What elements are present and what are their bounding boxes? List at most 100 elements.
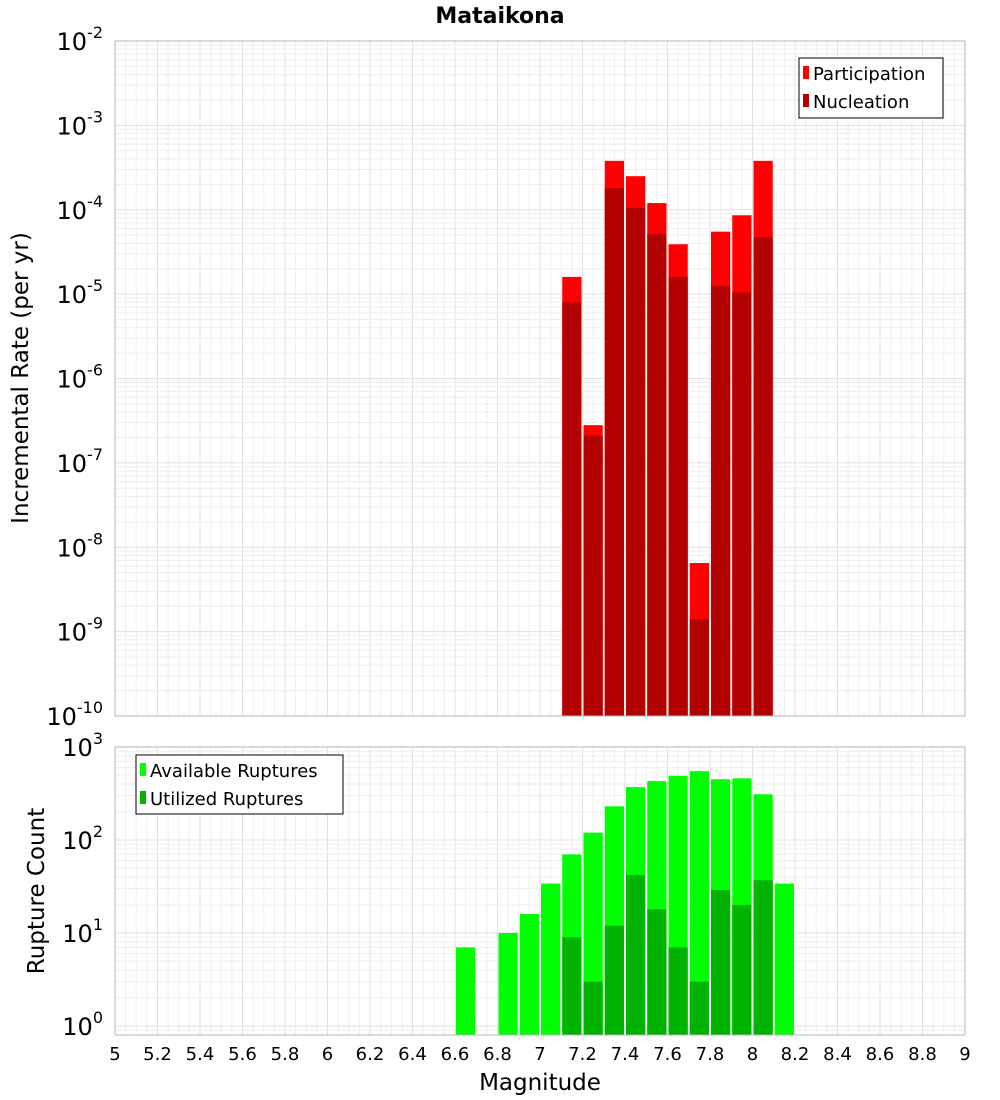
x-tick-label: 8.4 — [823, 1044, 852, 1065]
rate-y-axis-label: Incremental Rate (per yr) — [8, 232, 34, 524]
participation-legend-swatch — [803, 66, 809, 79]
rate-y-tick-base: 10 — [46, 703, 77, 731]
rate-y-tick-label: 10-7 — [57, 445, 104, 478]
x-tick-label: 6.4 — [398, 1044, 427, 1065]
rate-y-tick-base: 10 — [57, 619, 88, 647]
x-tick-label: 5.2 — [143, 1044, 172, 1065]
rate-y-tick-label: 10-2 — [57, 23, 104, 56]
count-y-tick-base: 10 — [62, 734, 93, 762]
x-tick-label: 6 — [322, 1044, 333, 1065]
rate-legend-box — [798, 57, 944, 119]
x-tick-label: 6.2 — [356, 1044, 385, 1065]
rate-y-tick-base: 10 — [57, 112, 88, 140]
available-legend-swatch — [140, 763, 146, 776]
rate-y-tick-label: 10-6 — [57, 361, 104, 394]
x-tick-label: 5.6 — [228, 1044, 257, 1065]
rate-bar-nucleation — [753, 237, 773, 716]
x-tick-label: 8.2 — [781, 1044, 810, 1065]
rate-y-tick-exponent: -6 — [87, 361, 103, 380]
count-y-axis-label: Rupture Count — [24, 808, 50, 974]
nucleation-legend-swatch — [803, 94, 809, 107]
count-y-tick-label: 100 — [62, 1008, 103, 1041]
x-tick-label: 8.6 — [866, 1044, 895, 1065]
count-y-tick-base: 10 — [62, 920, 93, 948]
rate-y-tick-label: 10-9 — [57, 614, 104, 647]
count-y-tick-label: 103 — [62, 729, 103, 762]
count-bar-utilized-ruptures — [689, 981, 709, 1035]
rate-y-tick-exponent: -3 — [87, 107, 103, 126]
rate-panel-bars — [562, 160, 773, 717]
rate-panel-grid — [114, 41, 966, 717]
rate-bar-nucleation — [668, 276, 688, 716]
rate-y-tick-label: 10-4 — [57, 192, 104, 225]
count-y-tick-base: 10 — [62, 1013, 93, 1041]
rate-y-tick-label: 10-5 — [57, 276, 104, 309]
count-bar-available-ruptures — [541, 883, 561, 1035]
x-tick-label: 8 — [747, 1044, 758, 1065]
count-bar-utilized-ruptures — [604, 925, 624, 1035]
utilized-legend-swatch — [140, 791, 146, 804]
rate-y-tick-exponent: -5 — [87, 276, 103, 295]
available-legend-label: Available Ruptures — [150, 761, 318, 782]
count-y-tick-exponent: 3 — [93, 729, 103, 748]
x-tick-label: 5.8 — [271, 1044, 300, 1065]
count-y-tick-exponent: 0 — [93, 1008, 103, 1027]
x-tick-label: 6.6 — [441, 1044, 470, 1065]
rate-panel-frame — [114, 40, 966, 717]
count-bar-available-ruptures — [689, 771, 709, 1035]
rate-y-tick-label: 10-8 — [57, 529, 104, 562]
rate-bar-nucleation — [689, 619, 709, 716]
x-tick-label: 7.2 — [568, 1044, 597, 1065]
count-bar-available-ruptures — [519, 914, 539, 1035]
count-bar-available-ruptures — [456, 947, 476, 1035]
x-tick-label: 5 — [109, 1044, 120, 1065]
rate-bar-nucleation — [604, 188, 624, 717]
count-panel-bars — [456, 771, 794, 1035]
count-legend: Available Ruptures Utilized Ruptures — [135, 754, 344, 815]
count-bar-utilized-ruptures — [562, 937, 582, 1035]
rate-bar-nucleation — [711, 285, 731, 716]
rate-bar-nucleation — [583, 435, 603, 716]
rate-y-tick-base: 10 — [57, 450, 88, 478]
x-tick-label: 7.8 — [696, 1044, 725, 1065]
x-tick-label: 9 — [959, 1044, 970, 1065]
rate-bar-nucleation — [626, 207, 646, 716]
count-panel-frame — [114, 746, 966, 1036]
rate-y-tick-label: 10-10 — [46, 698, 103, 731]
rate-y-tick-exponent: -8 — [87, 529, 103, 548]
x-tick-labels: 5 5.2 5.4 5.6 5.8 6 6.2 6.4 6.6 6.8 7 7.2 7.4 7.6 7.8 8… — [109, 1044, 970, 1065]
count-legend-box — [135, 754, 344, 815]
count-bar-utilized-ruptures — [711, 889, 731, 1035]
count-bar-utilized-ruptures — [647, 909, 667, 1035]
rate-bar-nucleation — [732, 292, 752, 716]
rate-y-tick-exponent: -10 — [77, 698, 103, 717]
rate-y-tick-base: 10 — [57, 197, 88, 225]
participation-legend-label: Participation — [813, 64, 925, 85]
rate-y-tick-exponent: -7 — [87, 445, 103, 464]
rate-legend: Participation Nucleation — [798, 57, 944, 119]
rate-y-tick-exponent: -4 — [87, 192, 103, 211]
x-tick-label: 8.8 — [908, 1044, 937, 1065]
rate-y-tick-base: 10 — [57, 366, 88, 394]
rate-y-tick-exponent: -2 — [87, 23, 103, 42]
x-tick-label: 5.4 — [186, 1044, 215, 1065]
count-bar-utilized-ruptures — [668, 947, 688, 1035]
x-tick-label: 6.8 — [483, 1044, 512, 1065]
x-axis-label: Magnitude — [479, 1070, 601, 1096]
utilized-legend-label: Utilized Ruptures — [150, 789, 303, 810]
rate-bar-nucleation — [562, 302, 582, 716]
rate-y-tick-base: 10 — [57, 534, 88, 562]
count-y-tick-exponent: 1 — [93, 915, 103, 934]
count-y-tick-label: 102 — [62, 822, 103, 855]
chart-title: Mataikona — [435, 4, 564, 29]
x-tick-label: 7.4 — [611, 1044, 640, 1065]
rate-y-tick-base: 10 — [57, 281, 88, 309]
rate-y-tick-exponent: -9 — [87, 614, 103, 633]
nucleation-legend-label: Nucleation — [813, 92, 909, 113]
rate-bar-nucleation — [647, 233, 667, 716]
